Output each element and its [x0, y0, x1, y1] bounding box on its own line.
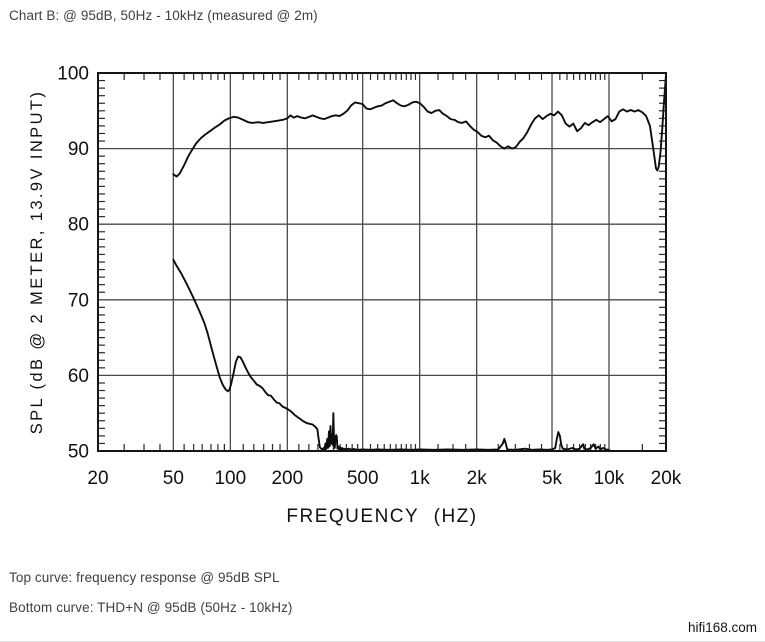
x-tick-label: 50 [163, 468, 184, 489]
y-tick-label: 50 [68, 442, 89, 463]
x-tick-label: 10k [594, 468, 625, 489]
x-axis-title: FREQUENCY (HZ) [286, 506, 477, 527]
x-tick-label: 20k [651, 468, 682, 489]
x-gridlines [172, 73, 610, 451]
y-tick-label: 100 [57, 64, 89, 85]
spl-frequency-chart: 100 90 80 70 60 50 20 50 100 200 500 1k 2k 5k 10k 20k FR… [28, 64, 682, 528]
x-tick-label: 5k [542, 468, 563, 489]
x-tick-label: 1k [410, 468, 431, 489]
legend-top-curve: Top curve: frequency response @ 95dB SPL [9, 570, 280, 585]
plot-frame [97, 72, 667, 452]
x-tick-label: 200 [271, 468, 303, 489]
y-axis-title: SPL (dB @ 2 METER, 13.9V INPUT) [28, 90, 46, 435]
x-tick-label: 500 [347, 468, 379, 489]
x-tick-labels: 20 50 100 200 500 1k 2k 5k 10k 20k [87, 468, 681, 489]
minor-ticks [98, 73, 666, 451]
legend-bottom-curve: Bottom curve: THD+N @ 95dB (50Hz - 10kHz… [9, 600, 293, 615]
chart-caption: Chart B: @ 95dB, 50Hz - 10kHz (measured … [9, 8, 318, 23]
y-tick-label: 90 [68, 139, 89, 160]
x-tick-label: 100 [214, 468, 246, 489]
y-tick-label: 80 [68, 215, 89, 236]
x-tick-label: 20 [87, 468, 108, 489]
watermark: hifi168.com [687, 620, 757, 635]
response-curve [172, 73, 667, 178]
y-gridlines [98, 147, 666, 377]
y-tick-label: 60 [68, 366, 89, 387]
x-tick-label: 2k [467, 468, 488, 489]
y-tick-label: 70 [68, 290, 89, 311]
thd-curve [172, 258, 610, 451]
y-tick-labels: 100 90 80 70 60 50 [57, 64, 89, 463]
